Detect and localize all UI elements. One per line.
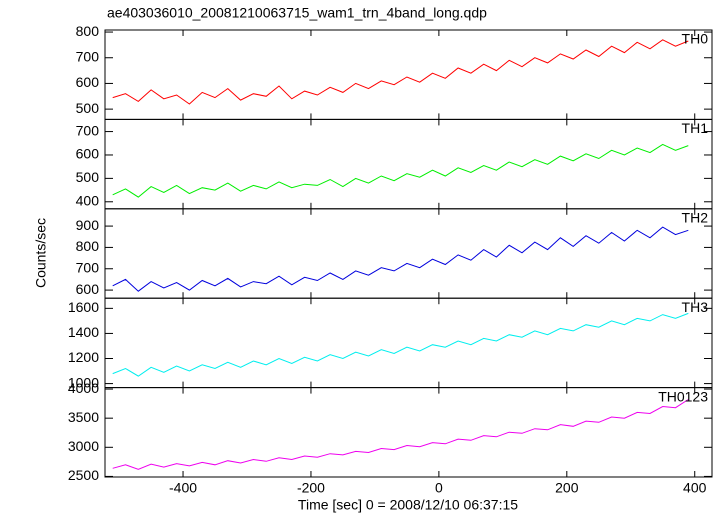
y-tick-label: 900 [76, 217, 100, 233]
y-tick-label: 1200 [68, 349, 99, 365]
y-tick-label: 3500 [68, 409, 99, 425]
panel-frame [104, 29, 713, 120]
x-tick-label: -400 [169, 480, 197, 496]
panel-label: TH1 [682, 120, 709, 136]
y-tick-label: 1400 [68, 324, 99, 340]
y-tick-label: 800 [76, 238, 100, 254]
y-tick-label: 600 [76, 281, 100, 297]
chart-title: ae403036010_20081210063715_wam1_trn_4ban… [107, 5, 487, 21]
series-line [112, 226, 689, 292]
y-tick-label: 500 [76, 100, 100, 116]
series-line [112, 399, 689, 470]
panel-frame [104, 387, 713, 478]
panel-label: TH0 [682, 31, 709, 47]
y-tick-label: 3000 [68, 438, 99, 454]
y-tick-label: 700 [76, 259, 100, 275]
y-tick-label: 800 [76, 23, 100, 39]
series-line [112, 312, 689, 377]
y-tick-label: 600 [76, 146, 100, 162]
y-tick-label: 600 [76, 74, 100, 90]
x-axis-label: Time [sec] 0 = 2008/12/10 06:37:15 [298, 497, 518, 513]
panel-frame [104, 118, 713, 210]
y-tick-label: 4000 [68, 380, 99, 396]
y-tick-label: 500 [76, 169, 100, 185]
y-tick-label: 1000 [68, 374, 99, 390]
panel-label: TH2 [682, 210, 709, 226]
x-tick-label: 0 [435, 480, 443, 496]
panel-label: TH0123 [658, 388, 708, 404]
series-line [112, 143, 689, 198]
y-tick-label: 700 [76, 48, 100, 64]
panel-frame [104, 297, 713, 389]
y-tick-label: 700 [76, 122, 100, 138]
y-tick-label: 2500 [68, 467, 99, 483]
x-tick-label: 400 [683, 480, 707, 496]
y-tick-label: 400 [76, 192, 100, 208]
panel-label: TH3 [682, 299, 709, 315]
y-axis-label: Counts/sec [33, 218, 49, 288]
x-tick-label: 200 [555, 480, 579, 496]
series-line [112, 39, 689, 105]
x-tick-label: -200 [297, 480, 325, 496]
y-tick-label: 1600 [68, 299, 99, 315]
